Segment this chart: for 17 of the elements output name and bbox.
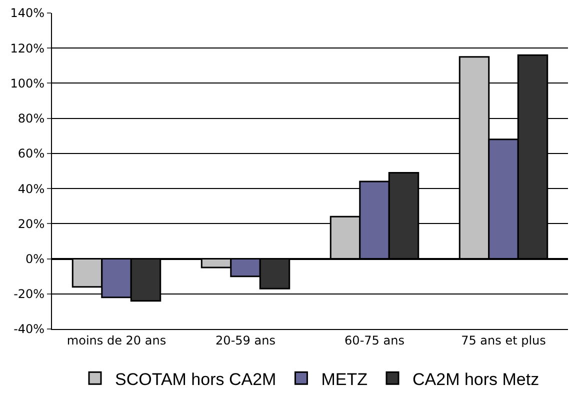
y-tick-label: 80% [18,112,45,126]
x-tick-label: moins de 20 ans [66,333,166,348]
x-tick-label: 60-75 ans [344,333,404,348]
y-tick-label: -40% [14,322,45,336]
y-tick-label: 60% [18,146,45,161]
y-tick-label: 20% [18,216,45,231]
y-tick-label: -20% [14,287,45,302]
legend-label: CA2M hors Metz [412,370,540,389]
x-tick-label: 75 ans et plus [461,333,546,348]
legend-label: METZ [321,370,368,389]
legend-label: SCOTAM hors CA2M [115,370,276,389]
y-tick-label: 120% [10,41,45,56]
y-tick-label: 0% [26,252,45,266]
y-tick-label: 140% [10,6,45,20]
x-tick-label: 20-59 ans [216,333,276,348]
y-tick-label: 100% [10,76,45,90]
y-tick-label: 40% [18,182,45,196]
